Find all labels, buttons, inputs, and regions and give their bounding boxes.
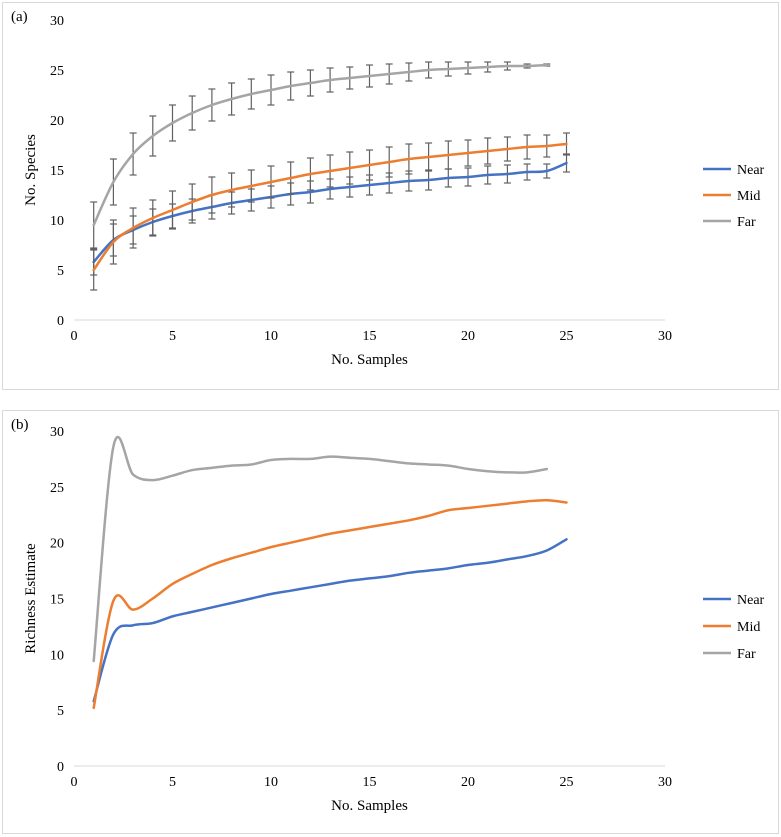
chart-panel-b: (b) 0 5 10 15 20 25 30 0 5 10 15 20 25 30 No. Samples R… — [2, 410, 779, 834]
y-tick-label: 10 — [50, 214, 64, 229]
chart-panel-a: (a) 0 5 10 15 20 25 30 0 5 10 15 20 25 30 No. Samples N… — [2, 2, 779, 390]
legend: Near Mid Far — [703, 163, 765, 230]
y-tick-label: 25 — [50, 481, 64, 496]
series-far — [92, 435, 549, 663]
chart-a-svg: 0 5 10 15 20 25 30 0 5 10 15 20 25 30 No. Samples No. S… — [23, 14, 765, 368]
legend-label-mid: Mid — [737, 189, 760, 204]
x-tick-label: 25 — [560, 329, 574, 344]
x-tick-label: 20 — [461, 329, 475, 344]
y-axis-title: Richness Estimate — [23, 543, 39, 654]
x-tick-label: 0 — [71, 775, 78, 790]
x-tick-label: 10 — [264, 775, 278, 790]
x-axis-title: No. Samples — [331, 352, 408, 368]
x-tick-label: 25 — [560, 775, 574, 790]
series-line-far — [92, 63, 549, 227]
x-tick-label: 30 — [658, 775, 672, 790]
series-line-mid — [92, 498, 568, 710]
y-tick-label: 30 — [50, 14, 64, 29]
series-mid — [92, 498, 568, 710]
legend-label-mid: Mid — [737, 620, 760, 635]
x-tick-label: 5 — [169, 329, 176, 344]
x-tick-label: 10 — [264, 329, 278, 344]
y-tick-label: 15 — [50, 164, 64, 179]
y-tick-label: 10 — [50, 648, 64, 663]
x-tick-label: 30 — [658, 329, 672, 344]
y-tick-label: 25 — [50, 64, 64, 79]
legend-label-far: Far — [737, 647, 756, 662]
y-tick-label: 0 — [57, 760, 64, 775]
series-line-near — [92, 538, 568, 703]
y-tick-label: 5 — [57, 264, 64, 279]
y-axis-title: No. Species — [23, 134, 39, 206]
series-near — [92, 538, 568, 703]
x-tick-label: 0 — [71, 329, 78, 344]
legend: Near Mid Far — [703, 593, 765, 662]
y-tick-label: 30 — [50, 425, 64, 440]
chart-b-svg: 0 5 10 15 20 25 30 0 5 10 15 20 25 30 No. Samples Richn… — [23, 425, 765, 814]
x-axis-title: No. Samples — [331, 798, 408, 814]
y-tick-label: 5 — [57, 704, 64, 719]
panel-label-a: (a) — [11, 9, 28, 25]
y-tick-label: 20 — [50, 537, 64, 552]
y-tick-label: 0 — [57, 314, 64, 329]
series-mid — [90, 132, 570, 291]
legend-label-far: Far — [737, 215, 756, 230]
series-far — [90, 61, 551, 249]
panel-label-b: (b) — [11, 417, 29, 433]
x-tick-label: 20 — [461, 775, 475, 790]
y-tick-label: 15 — [50, 593, 64, 608]
x-tick-label: 15 — [363, 329, 377, 344]
y-tick-label: 20 — [50, 114, 64, 129]
legend-label-near: Near — [737, 593, 765, 608]
legend-label-near: Near — [737, 163, 765, 178]
series-line-far — [92, 435, 549, 663]
x-tick-label: 15 — [363, 775, 377, 790]
x-tick-label: 5 — [169, 775, 176, 790]
